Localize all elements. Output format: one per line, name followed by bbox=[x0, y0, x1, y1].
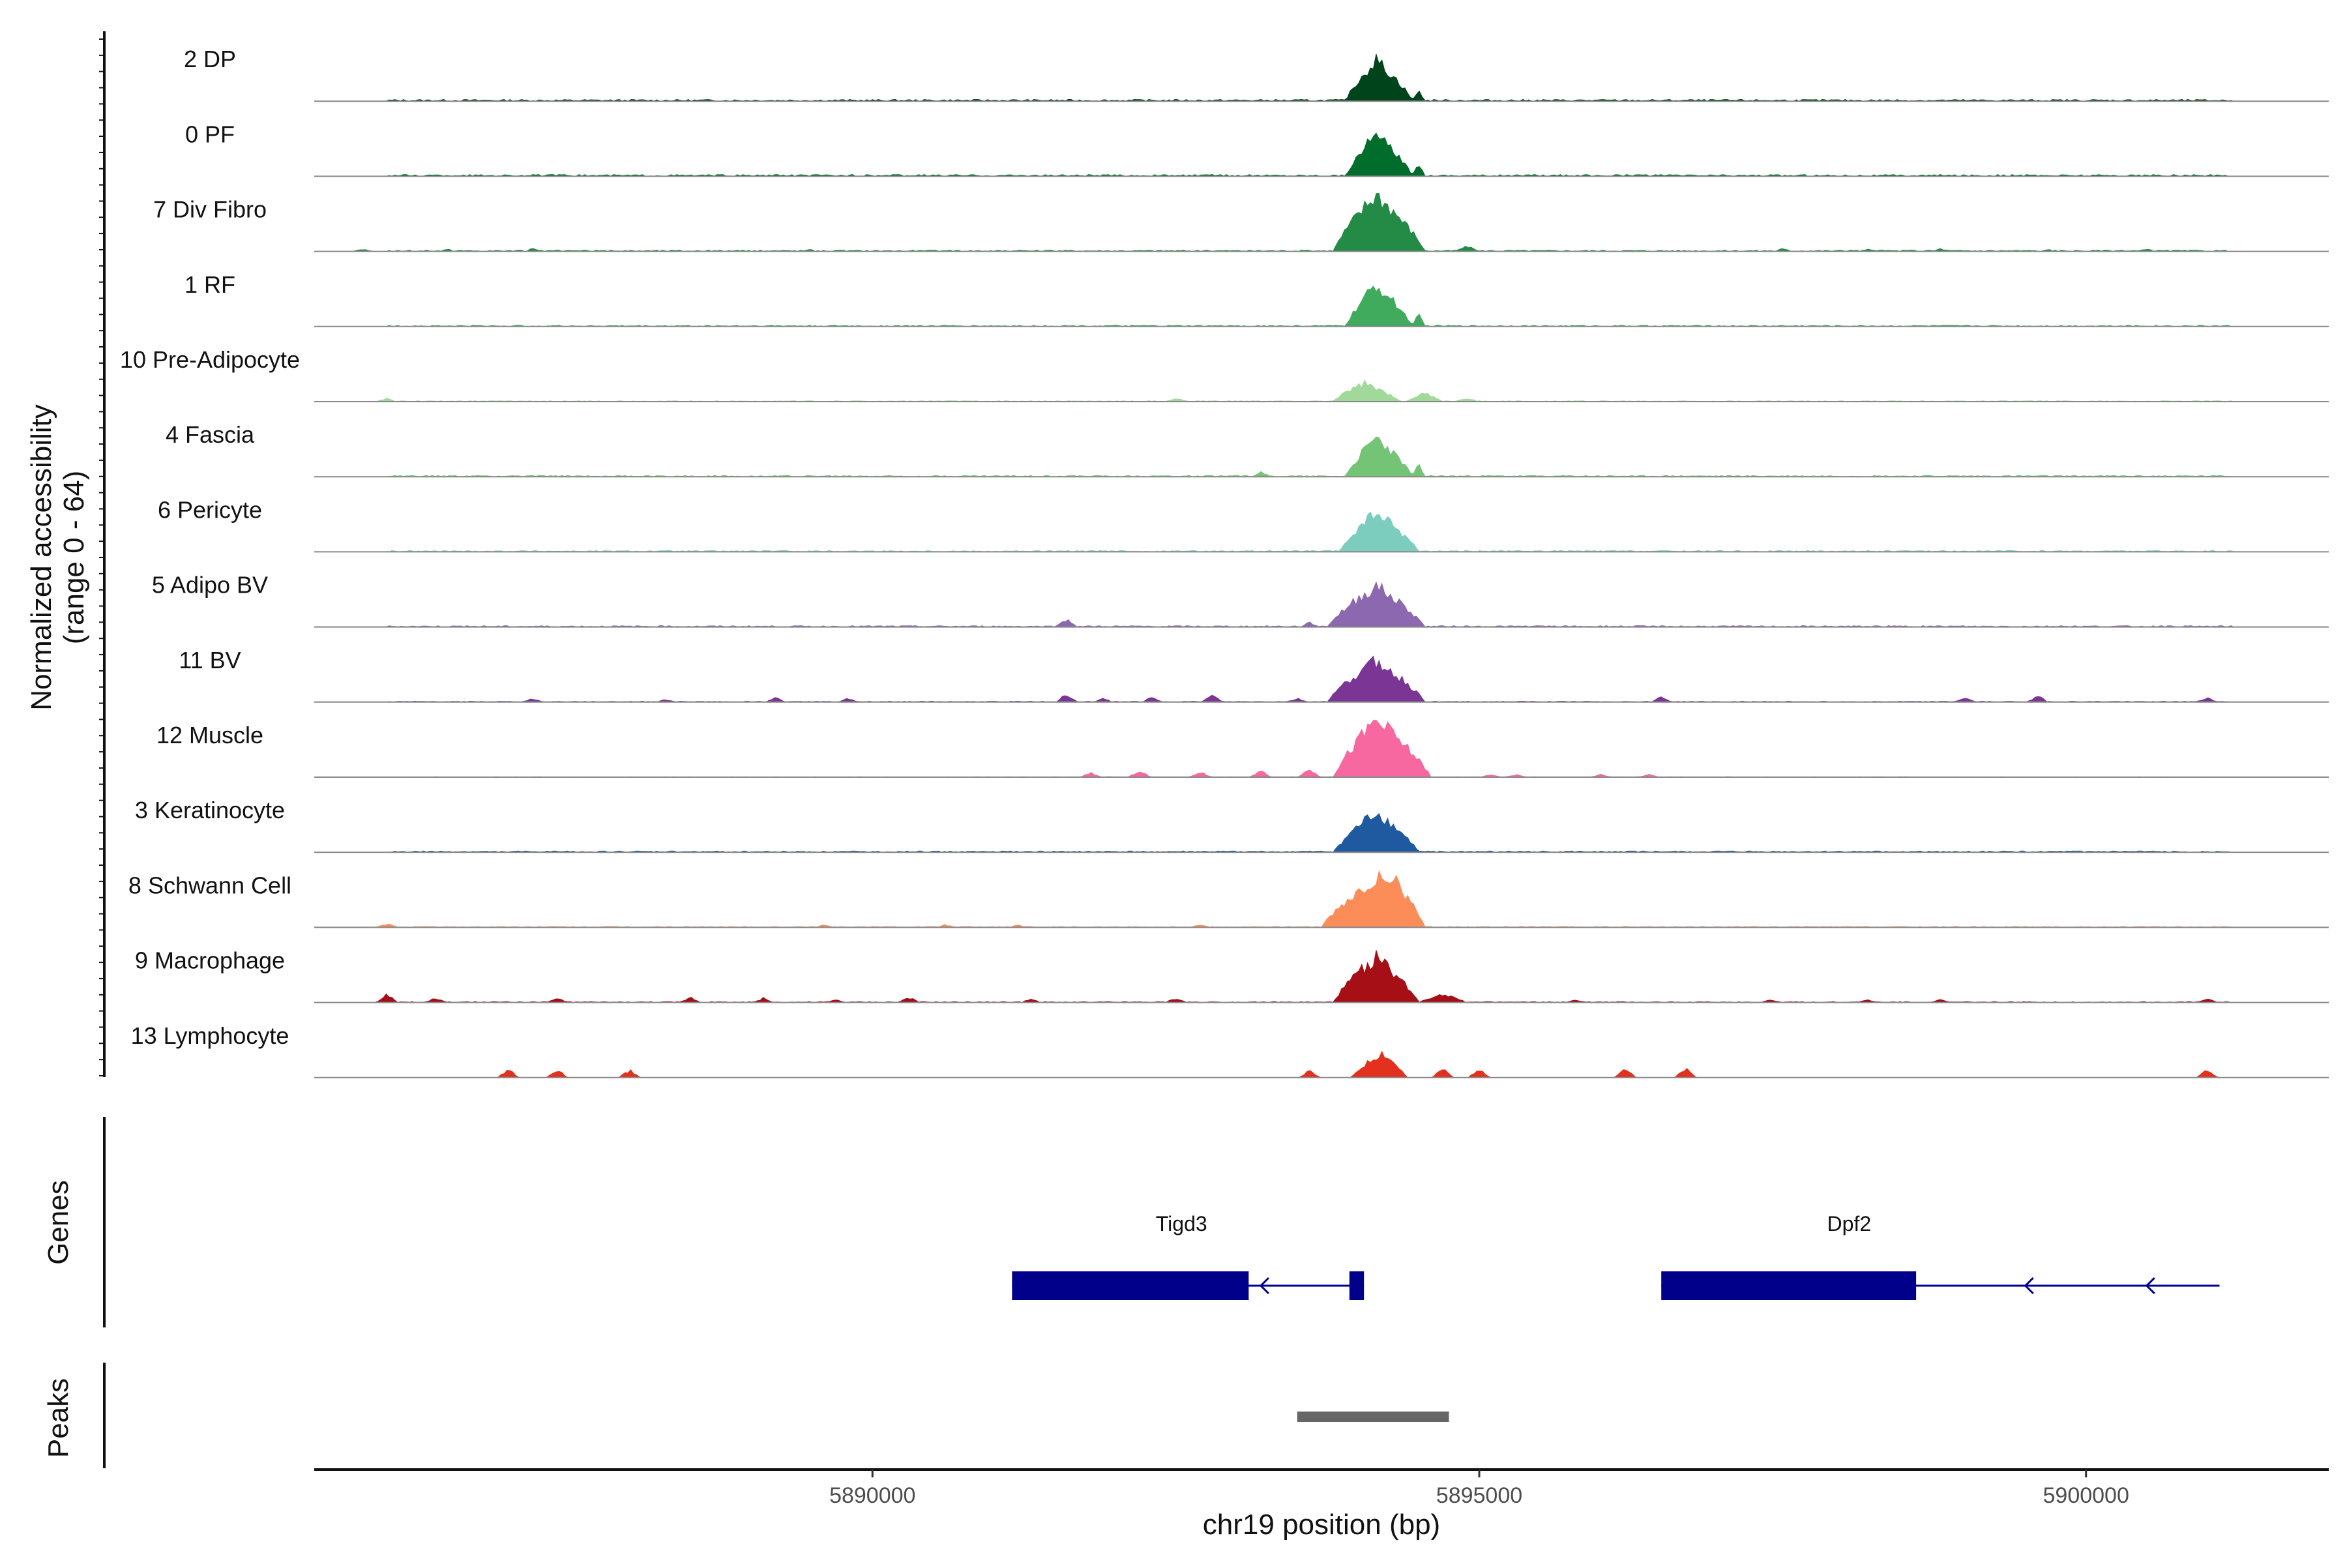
gene-dpf2: Dpf2 bbox=[1661, 1212, 2220, 1300]
coverage-area bbox=[314, 812, 2329, 853]
axes-layer: 5890000 5895000 5900000 bbox=[99, 31, 2329, 1508]
strand-arrow bbox=[1259, 1277, 1269, 1295]
x-tick-label: 5900000 bbox=[2043, 1483, 2129, 1508]
track-10: 12 Muscle bbox=[156, 720, 2329, 778]
track-label: 3 Keratinocyte bbox=[135, 797, 285, 823]
tracks-layer: 2 DP 0 PF 7 Div Fibro 1 RF 10 Pre-Adipocyte 4… bbox=[120, 46, 2329, 1078]
track-7: 6 Pericyte bbox=[158, 496, 2329, 553]
x-tick-label: 5895000 bbox=[1436, 1483, 1522, 1508]
coverage-area bbox=[314, 655, 2329, 703]
track-label: 13 Lymphocyte bbox=[131, 1022, 289, 1049]
coverage-area bbox=[314, 870, 2329, 928]
track-12: 8 Schwann Cell bbox=[128, 870, 2329, 928]
track-label: 10 Pre-Adipocyte bbox=[120, 346, 300, 373]
gene-label: Tigd3 bbox=[1156, 1212, 1207, 1235]
track-label: 9 Macrophage bbox=[135, 947, 285, 974]
genes-title: Genes bbox=[42, 1180, 74, 1265]
track-8: 5 Adipo BV bbox=[152, 572, 2329, 628]
x-tick-label: 5890000 bbox=[829, 1483, 915, 1508]
gene-tigd3: Tigd3 bbox=[1012, 1212, 1365, 1300]
coverage-area bbox=[314, 950, 2329, 1003]
coverage-area bbox=[314, 581, 2329, 628]
coverage-area bbox=[314, 511, 2329, 552]
track-9: 11 BV bbox=[179, 647, 2329, 703]
track-label: 1 RF bbox=[185, 271, 235, 298]
track-4: 1 RF bbox=[185, 271, 2329, 327]
strand-arrow bbox=[2145, 1277, 2155, 1295]
y-axis-title: Normalized accessibility bbox=[25, 404, 57, 710]
track-label: 8 Schwann Cell bbox=[128, 872, 291, 898]
coverage-area bbox=[314, 192, 2329, 252]
coverage-area bbox=[314, 379, 2329, 402]
strand-arrow bbox=[2024, 1277, 2034, 1295]
track-6: 4 Fascia bbox=[166, 421, 2329, 478]
track-label: 5 Adipo BV bbox=[152, 572, 268, 599]
coverage-area bbox=[314, 720, 2329, 778]
peak-region bbox=[1297, 1412, 1449, 1422]
peaks-title: Peaks bbox=[42, 1378, 74, 1458]
track-label: 0 PF bbox=[185, 121, 235, 147]
track-14: 13 Lymphocyte bbox=[131, 1022, 2329, 1078]
gene-exon bbox=[1012, 1271, 1249, 1300]
track-3: 7 Div Fibro bbox=[153, 192, 2329, 252]
coverage-area bbox=[314, 1050, 2329, 1078]
track-label: 2 DP bbox=[184, 46, 236, 72]
y-axis-range: (range 0 - 64) bbox=[58, 471, 90, 645]
gene-exon bbox=[1349, 1271, 1365, 1300]
gene-label: Dpf2 bbox=[1827, 1212, 1872, 1235]
track-13: 9 Macrophage bbox=[135, 947, 2329, 1003]
peaks-layer bbox=[1297, 1412, 1449, 1422]
gene-exon bbox=[1661, 1271, 1917, 1300]
track-label: 7 Div Fibro bbox=[153, 196, 267, 223]
track-2: 0 PF bbox=[185, 121, 2329, 177]
x-axis-title: chr19 position (bp) bbox=[1203, 1509, 1440, 1541]
track-label: 11 BV bbox=[179, 647, 241, 673]
track-11: 3 Keratinocyte bbox=[135, 797, 2329, 853]
track-label: 12 Muscle bbox=[156, 722, 263, 748]
coverage-area bbox=[314, 286, 2329, 327]
genes-layer: Tigd3 Dpf2 bbox=[1012, 1212, 2220, 1300]
track-1: 2 DP bbox=[184, 46, 2329, 102]
track-label: 4 Fascia bbox=[166, 421, 255, 448]
coverage-area bbox=[314, 436, 2329, 477]
track-label: 6 Pericyte bbox=[158, 496, 262, 523]
coverage-area bbox=[314, 53, 2329, 102]
coverage-area bbox=[314, 132, 2329, 177]
track-5: 10 Pre-Adipocyte bbox=[120, 346, 2329, 402]
